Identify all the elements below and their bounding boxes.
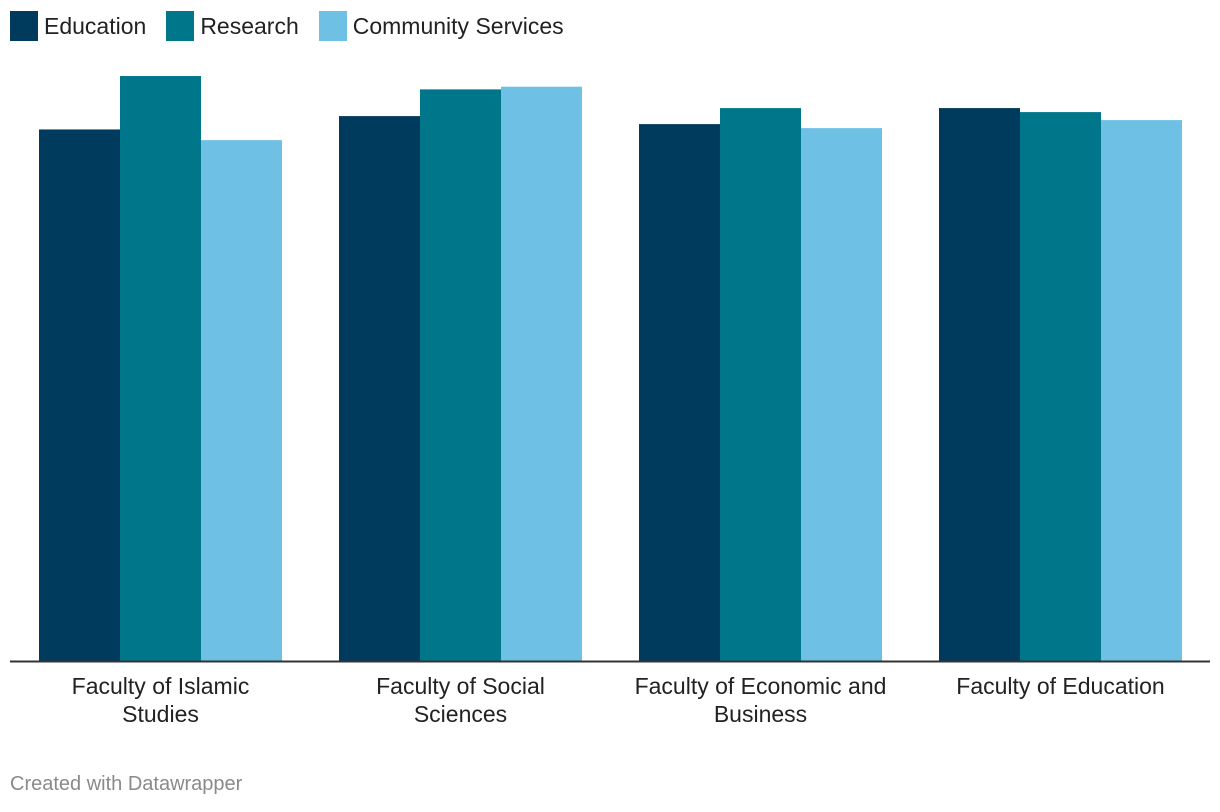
- legend-item-community-services: Community Services: [318, 11, 564, 41]
- x-tick-label-2: Faculty of Social Sciences: [376, 673, 545, 727]
- x-tick-label-4: Faculty of Education: [956, 673, 1164, 699]
- bar-community-services-3: [801, 128, 882, 661]
- footer-credit: Created with Datawrapper: [10, 773, 243, 795]
- bar-community-services-1: [201, 140, 282, 662]
- legend-swatch-education: [10, 11, 38, 41]
- bar-education-4: [939, 108, 1020, 661]
- bar-research-4: [1020, 112, 1101, 661]
- bar-education-2: [339, 116, 420, 662]
- x-tick-label-1: Faculty of Islamic Studies: [72, 673, 250, 727]
- bar-research-1: [120, 76, 201, 661]
- bar-community-services-4: [1101, 120, 1182, 662]
- bar-education-3: [639, 124, 720, 661]
- legend-label-research: Research: [200, 12, 299, 39]
- legend-item-education: Education: [10, 11, 146, 41]
- legend: Education Research Community Services: [10, 11, 584, 41]
- legend-label-community-services: Community Services: [352, 12, 564, 39]
- legend-label-education: Education: [44, 12, 147, 39]
- bar-research-3: [720, 108, 801, 661]
- bar-education-1: [39, 129, 120, 662]
- bar-research-2: [420, 89, 501, 662]
- bar-community-services-2: [501, 86, 582, 661]
- legend-item-research: Research: [166, 11, 299, 41]
- x-tick-label-3: Faculty of Economic and Business: [635, 673, 887, 727]
- legend-swatch-research: [166, 11, 195, 41]
- legend-swatch-community-services: [318, 11, 347, 41]
